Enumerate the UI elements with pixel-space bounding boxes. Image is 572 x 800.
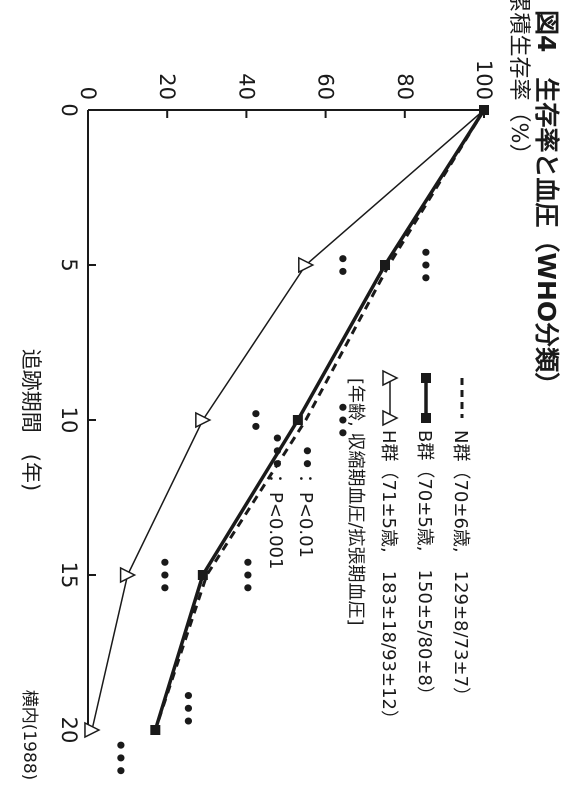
significance-annotation: ••• xyxy=(235,556,259,594)
legend-marker-H xyxy=(382,369,399,387)
significance-legend-label: ：P<0.001 xyxy=(265,474,286,569)
series-B-point xyxy=(197,570,208,580)
significance-annotation: •• xyxy=(243,407,267,433)
legend: N群（70±6歳, 129±8/73±7） B群（70±5歳, 150±5/80±… xyxy=(265,369,471,728)
y-tick-label: 0 xyxy=(76,87,100,100)
y-axis-label: 累積生存率（%） xyxy=(506,0,531,165)
start-point xyxy=(479,105,489,115)
axis-ticks: 0 5 10 15 20 0 20 40 60 80 100 xyxy=(57,60,496,743)
significance-legend-dots: •• xyxy=(295,444,319,470)
source-citation: 横内(1988) xyxy=(19,690,39,781)
x-tick-label: 5 xyxy=(57,258,81,271)
significance-legend-dots: ••• xyxy=(265,432,289,470)
significance-annotation: ••• xyxy=(109,739,133,777)
legend-label-H: H群（71±5歳, 183±18/93±12） xyxy=(378,430,399,728)
x-tick-label: 15 xyxy=(57,562,81,589)
significance-marks: •••••••••••••••••••••• xyxy=(109,246,438,777)
significance-annotation: ••• xyxy=(414,246,438,284)
legend-marker-B xyxy=(421,413,431,423)
series-markers xyxy=(84,105,489,739)
series-H-point xyxy=(195,411,212,429)
series-H-point xyxy=(119,566,137,584)
legend-label-B: B群（70±5歳, 150±5/80±8） xyxy=(414,430,435,704)
x-tick-label: 0 xyxy=(57,103,81,116)
x-tick-label: 10 xyxy=(57,407,81,434)
series-B-point xyxy=(380,260,390,270)
legend-marker-H xyxy=(382,409,399,427)
significance-annotation: ••• xyxy=(152,556,176,594)
series-B-point xyxy=(292,415,303,425)
y-tick-label: 40 xyxy=(234,73,258,100)
series-H-point xyxy=(84,721,101,739)
series-B-point xyxy=(150,725,161,735)
x-axis-label: 追跡期間 (年) xyxy=(19,349,43,491)
legend-note: [年齢, 収縮期血圧/拡張期血圧] xyxy=(345,378,366,626)
series-H-point xyxy=(298,256,315,274)
y-tick-label: 60 xyxy=(314,73,338,100)
significance-annotation: •• xyxy=(330,252,354,278)
y-tick-label: 20 xyxy=(155,73,179,100)
x-tick-label: 20 xyxy=(57,717,81,744)
legend-marker-B xyxy=(421,373,431,383)
legend-label-N: N群（70±6歳, 129±8/73±7） xyxy=(450,430,471,705)
figure-title: 図4 生存率と血圧（WHO分類） xyxy=(532,10,561,397)
significance-legend-label: ：P<0.01 xyxy=(295,474,316,558)
significance-annotation: ••• xyxy=(176,689,200,727)
significance-annotation: ••• xyxy=(330,401,354,439)
series-line-N xyxy=(153,109,486,731)
y-tick-label: 80 xyxy=(393,73,417,100)
y-tick-label: 100 xyxy=(472,60,496,100)
